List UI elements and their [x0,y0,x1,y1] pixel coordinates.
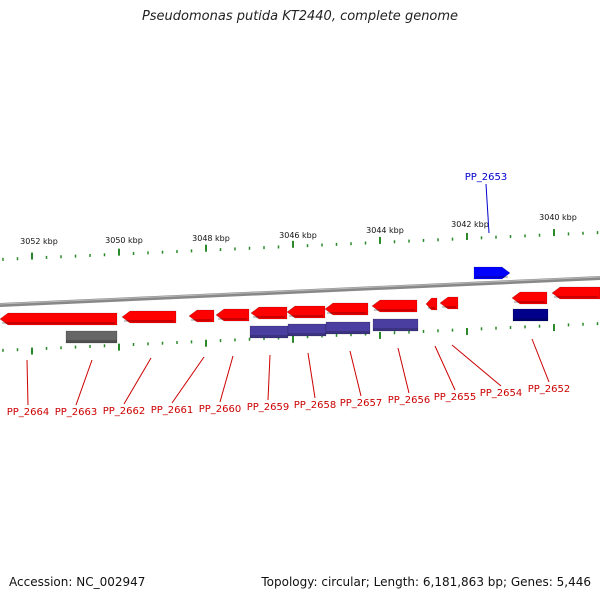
label-leader [219,355,234,403]
cds-bar [372,318,419,332]
label-leader [397,347,410,394]
gene-label: PP_2654 [480,388,523,399]
gene-label: PP_2664 [7,407,50,418]
feature-track [0,266,600,344]
cds-bar [325,321,371,335]
accession-text: Accession: NC_002947 [9,575,146,589]
gene-arrow [286,305,326,319]
gene-label: PP_2656 [388,395,431,406]
gene-labels: PP_2664 PP_2663 PP_2662 PP_2661 PP_2660 PP_26… [7,172,571,418]
ruler-label: 3040 kbp [539,213,577,222]
gene-arrow [439,296,459,310]
genome-backbone [0,276,600,307]
outer-tick-ring [2,229,599,261]
label-leader [171,356,205,404]
ruler-label: 3044 kbp [366,226,404,235]
ruler-label: 3050 kbp [105,236,143,245]
ruler-label: 3048 kbp [192,234,230,243]
ruler-label: 3046 kbp [279,231,317,240]
gene-label: PP_2653 [465,172,508,183]
inner-tick-ring [2,322,599,355]
ruler-labels: 3052 kbp 3050 kbp 3048 kbp 3046 kbp 3044 kbp… [20,213,577,246]
gene-arrow [324,302,369,316]
gene-label: PP_2657 [340,398,383,409]
gene-arrow [511,291,548,305]
gene-arrow [0,312,118,326]
cds-bar-shade [250,335,288,338]
label-leader [485,183,490,234]
label-leader [434,345,456,391]
genome-summary-text: Topology: circular; Length: 6,181,863 bp… [261,575,591,589]
gene-label: PP_2660 [199,404,242,415]
label-leader [307,352,316,399]
label-leader [451,344,502,387]
gene-arrow [215,308,250,322]
label-leader [75,359,93,406]
map-title: Pseudomonas putida KT2440, complete geno… [141,9,459,24]
pseudo-bar [65,330,118,344]
gene-label: PP_2655 [434,392,477,403]
gene-label: PP_2662 [103,406,146,417]
gene-label: PP_2652 [528,384,571,395]
label-leader [26,359,29,406]
label-leader [123,357,152,405]
gene-arrow [425,297,438,311]
ruler-label: 3042 kbp [451,220,489,229]
gene-arrow-forward [473,266,511,280]
cds-bar-shade [373,328,418,331]
gene-label: PP_2659 [247,402,290,413]
label-leader [267,354,271,401]
gene-arrow [250,306,288,320]
label-leaders [26,183,550,406]
gene-arrow [188,309,215,323]
gene-arrow [121,310,177,324]
cds-bar [512,308,549,322]
cds-bar-shade [326,331,370,334]
gene-arrow [371,299,418,313]
gene-arrow [551,286,600,300]
label-leader [349,350,362,397]
genome-backbone-highlight [0,276,600,305]
cds-bar-shade [288,333,326,336]
ruler-label: 3052 kbp [20,237,58,246]
label-leader [531,338,550,383]
gene-label: PP_2658 [294,400,337,411]
gene-label: PP_2661 [151,405,194,416]
pseudo-bar-shade [66,340,117,343]
gene-label: PP_2663 [55,407,98,418]
cds-bar-shade [513,318,548,321]
